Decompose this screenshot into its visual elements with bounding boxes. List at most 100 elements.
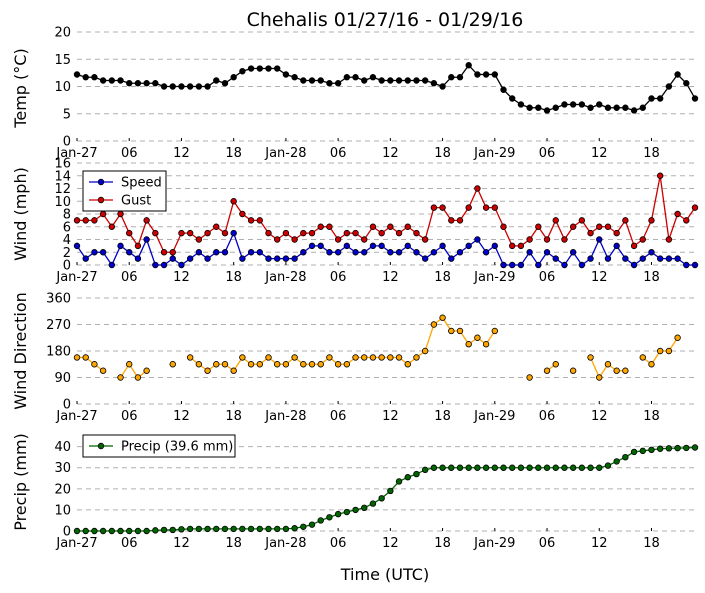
x-tick-label: Jan-28 (264, 409, 306, 424)
data-point (256, 249, 263, 256)
y-tick-label: 0 (63, 525, 71, 540)
y-axis-label: Precip (mm) (11, 433, 30, 531)
data-point (134, 255, 142, 262)
data-point (683, 80, 690, 87)
data-point (343, 74, 351, 81)
data-point (282, 71, 290, 78)
data-point (465, 464, 472, 471)
data-point (439, 83, 446, 90)
data-point (204, 83, 211, 90)
data-point (387, 223, 394, 230)
x-tick-label: 06 (539, 146, 556, 161)
data-point (421, 347, 429, 355)
data-point (117, 210, 124, 218)
x-tick-label: 18 (225, 270, 242, 285)
x-tick-label: 06 (330, 270, 347, 285)
legend-box (82, 434, 236, 458)
data-point (630, 448, 638, 456)
data-point (578, 261, 586, 269)
data-point (99, 527, 107, 535)
data-point (552, 255, 559, 262)
data-point (82, 255, 89, 262)
x-tick-label: 12 (591, 270, 608, 285)
data-point (578, 101, 586, 108)
data-point (169, 83, 176, 90)
data-point (613, 242, 620, 250)
data-point (82, 527, 89, 535)
data-point (99, 210, 107, 218)
data-point (430, 321, 438, 328)
data-point (482, 204, 490, 211)
data-point (108, 527, 116, 535)
y-tick-label: 8 (63, 208, 71, 223)
data-point (143, 217, 150, 224)
panel-0: 0 5 10 15 20 Jan-27 06 12 18 Jan-28 06 12 18 Jan-29 06… (11, 26, 699, 161)
x-tick-label: 18 (225, 146, 242, 161)
data-point (656, 347, 664, 355)
data-point (474, 185, 481, 192)
x-tick-label: 06 (539, 409, 556, 424)
y-tick-label: 5 (63, 107, 71, 122)
data-point (665, 236, 673, 243)
data-point (213, 77, 220, 84)
data-point (73, 354, 81, 361)
data-point (674, 210, 681, 218)
data-point (656, 445, 664, 452)
data-point (204, 525, 211, 533)
data-point (221, 361, 229, 368)
data-point (221, 80, 229, 87)
y-axis-label: Wind Direction (11, 292, 30, 410)
data-point (230, 229, 237, 237)
data-point (639, 104, 646, 111)
x-tick-label: 18 (434, 536, 451, 551)
legend-marker (97, 196, 105, 204)
data-point (561, 236, 568, 243)
data-point (343, 508, 351, 516)
data-point (656, 172, 664, 179)
data-point (143, 367, 150, 374)
data-point (169, 526, 176, 534)
data-point (91, 527, 98, 535)
data-point (404, 242, 411, 250)
data-point (622, 104, 629, 111)
data-point (526, 104, 533, 111)
data-point (578, 464, 586, 471)
data-point (569, 101, 577, 108)
data-point (126, 229, 133, 237)
data-point (491, 71, 499, 78)
data-point (430, 204, 438, 211)
data-point (648, 361, 655, 368)
data-point (91, 74, 98, 81)
x-tick-label: 12 (173, 536, 190, 551)
x-tick-label: 06 (330, 146, 347, 161)
y-tick-label: 30 (54, 461, 71, 476)
data-point (639, 354, 646, 361)
data-point (239, 210, 246, 218)
data-point (569, 367, 577, 374)
data-point (387, 487, 394, 495)
data-point (474, 464, 481, 471)
y-tick-label: 10 (54, 503, 71, 518)
data-point (465, 242, 472, 250)
data-point (456, 464, 464, 471)
series-direction (73, 314, 681, 381)
data-point (430, 464, 438, 471)
data-point (543, 249, 551, 256)
data-point (247, 249, 255, 256)
y-tick-label: 16 (54, 157, 71, 172)
data-point (665, 255, 673, 262)
data-point (160, 83, 168, 90)
data-point (691, 204, 699, 211)
y-tick-label: 360 (46, 292, 71, 307)
data-point (378, 77, 385, 84)
data-point (73, 527, 81, 535)
data-point (178, 83, 185, 90)
data-point (387, 249, 394, 256)
x-tick-label: 18 (434, 270, 451, 285)
data-point (352, 249, 359, 256)
data-point (674, 444, 681, 452)
data-point (82, 217, 89, 224)
